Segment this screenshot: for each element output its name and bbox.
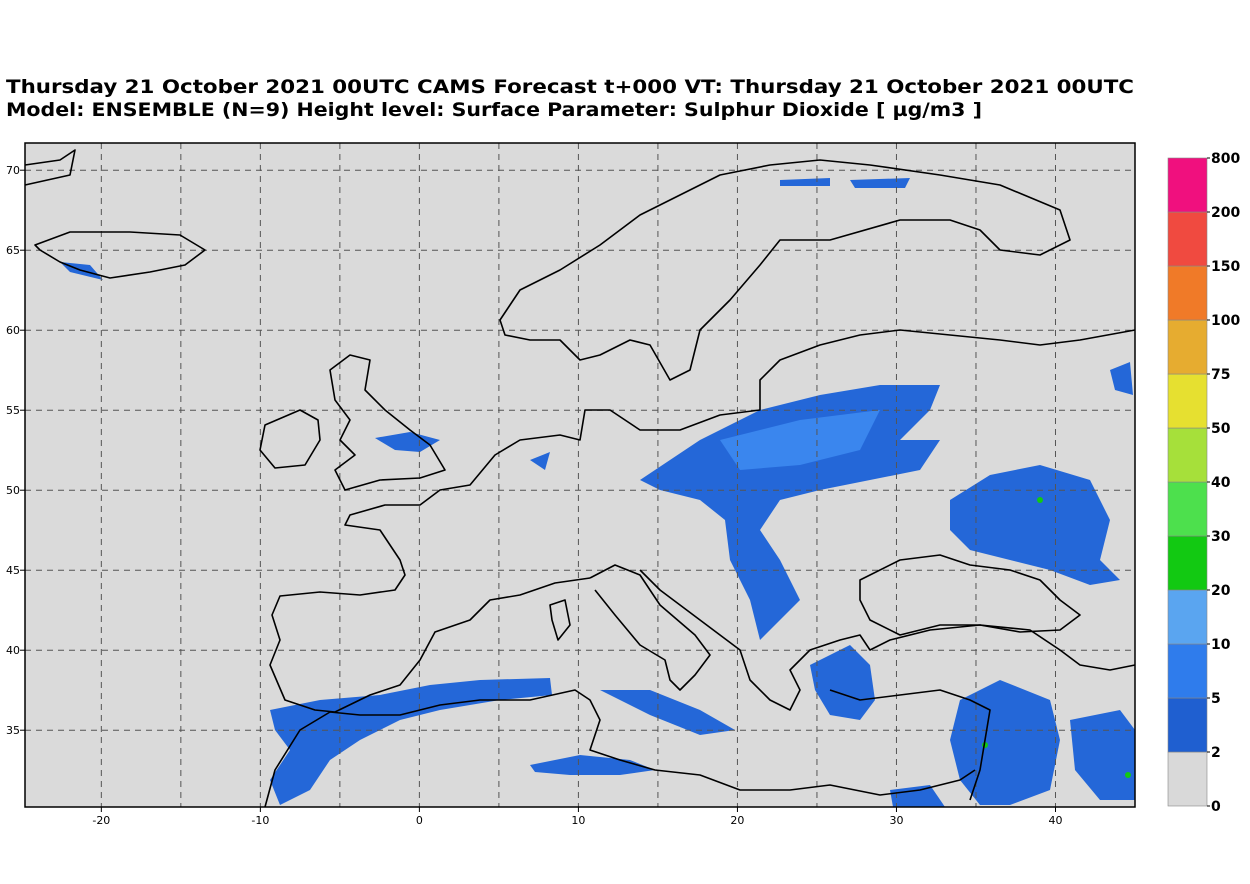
title-line-1: Thursday 21 October 2021 00UTC CAMS Fore…: [6, 76, 1134, 98]
y-tick-label: 60: [6, 324, 20, 337]
colorbar-label: 75: [1211, 367, 1230, 383]
coastline: [859, 554, 1081, 636]
colorbar-label: 40: [1211, 475, 1231, 491]
y-tick-label: 50: [6, 484, 20, 497]
colorbar-label: 2: [1211, 745, 1221, 761]
colorbar-label: 5: [1211, 691, 1221, 707]
colorbar: 0 2 5 10 20 30 40 50 75 100 150 200 800: [1167, 151, 1240, 815]
plume: [720, 410, 880, 470]
x-tick-label: 40: [1048, 814, 1062, 827]
y-tick-label: 35: [6, 724, 20, 737]
coastline: [329, 354, 446, 491]
colorbar-swatch: [1167, 751, 1208, 807]
plume: [600, 690, 735, 735]
x-tick-label: -20: [92, 814, 110, 827]
colorbar-swatch: [1167, 211, 1208, 267]
coastline: [269, 329, 1136, 713]
title-line-2: Model: ENSEMBLE (N=9) Height level: Surf…: [6, 99, 982, 121]
colorbar-swatch: [1167, 589, 1208, 645]
colorbar-swatch: [1167, 643, 1208, 699]
colorbar-label: 150: [1211, 259, 1240, 275]
plume: [810, 645, 875, 720]
colorbar-swatch: [1167, 319, 1208, 375]
colorbar-label: 10: [1211, 637, 1231, 653]
colorbar-swatch: [1167, 481, 1208, 537]
map-area: [25, 143, 1135, 807]
colorbar-swatch: [1167, 427, 1208, 483]
colorbar-swatch: [1167, 697, 1208, 753]
y-tick-label: 65: [6, 244, 20, 257]
colorbar-label: 50: [1211, 421, 1231, 437]
colorbar-swatch: [1167, 265, 1208, 321]
colorbar-label: 800: [1211, 151, 1240, 167]
hotspot: [1037, 497, 1043, 503]
y-tick-label: 55: [6, 404, 20, 417]
plume: [1070, 710, 1135, 800]
coastline: [259, 409, 321, 469]
colorbar-label: 200: [1211, 205, 1240, 221]
colorbar-label: 30: [1211, 529, 1231, 545]
hotspot: [1125, 772, 1131, 778]
colorbar-label: 20: [1211, 583, 1231, 599]
map-frame: [24, 142, 1136, 808]
colorbar-label: 100: [1211, 313, 1240, 329]
plume: [890, 785, 945, 807]
graticule: [25, 143, 1135, 807]
coastline: [499, 159, 1071, 381]
x-tick-label: 10: [571, 814, 585, 827]
coastline: [639, 569, 1136, 711]
x-tick-label: 0: [416, 814, 423, 827]
y-tick-label: 70: [6, 164, 20, 177]
x-tick-label: 30: [889, 814, 903, 827]
colorbar-swatch: [1167, 373, 1208, 429]
y-tick-label: 40: [6, 644, 20, 657]
x-tick-label: 20: [730, 814, 744, 827]
plume: [640, 385, 940, 640]
plume: [950, 465, 1120, 585]
coastlines: [24, 149, 1136, 808]
coastline: [24, 149, 571, 641]
plume: [530, 755, 655, 775]
coastline: [829, 689, 991, 801]
coastline: [264, 689, 976, 808]
y-tick-label: 45: [6, 564, 20, 577]
colorbar-label: 0: [1211, 799, 1221, 815]
coastline: [589, 564, 711, 691]
plume: [950, 680, 1060, 805]
colorbar-swatch: [1167, 535, 1208, 591]
x-tick-label: -10: [251, 814, 269, 827]
coastline: [34, 231, 206, 279]
colorbar-swatch: [1167, 157, 1208, 213]
plume: [375, 432, 440, 452]
